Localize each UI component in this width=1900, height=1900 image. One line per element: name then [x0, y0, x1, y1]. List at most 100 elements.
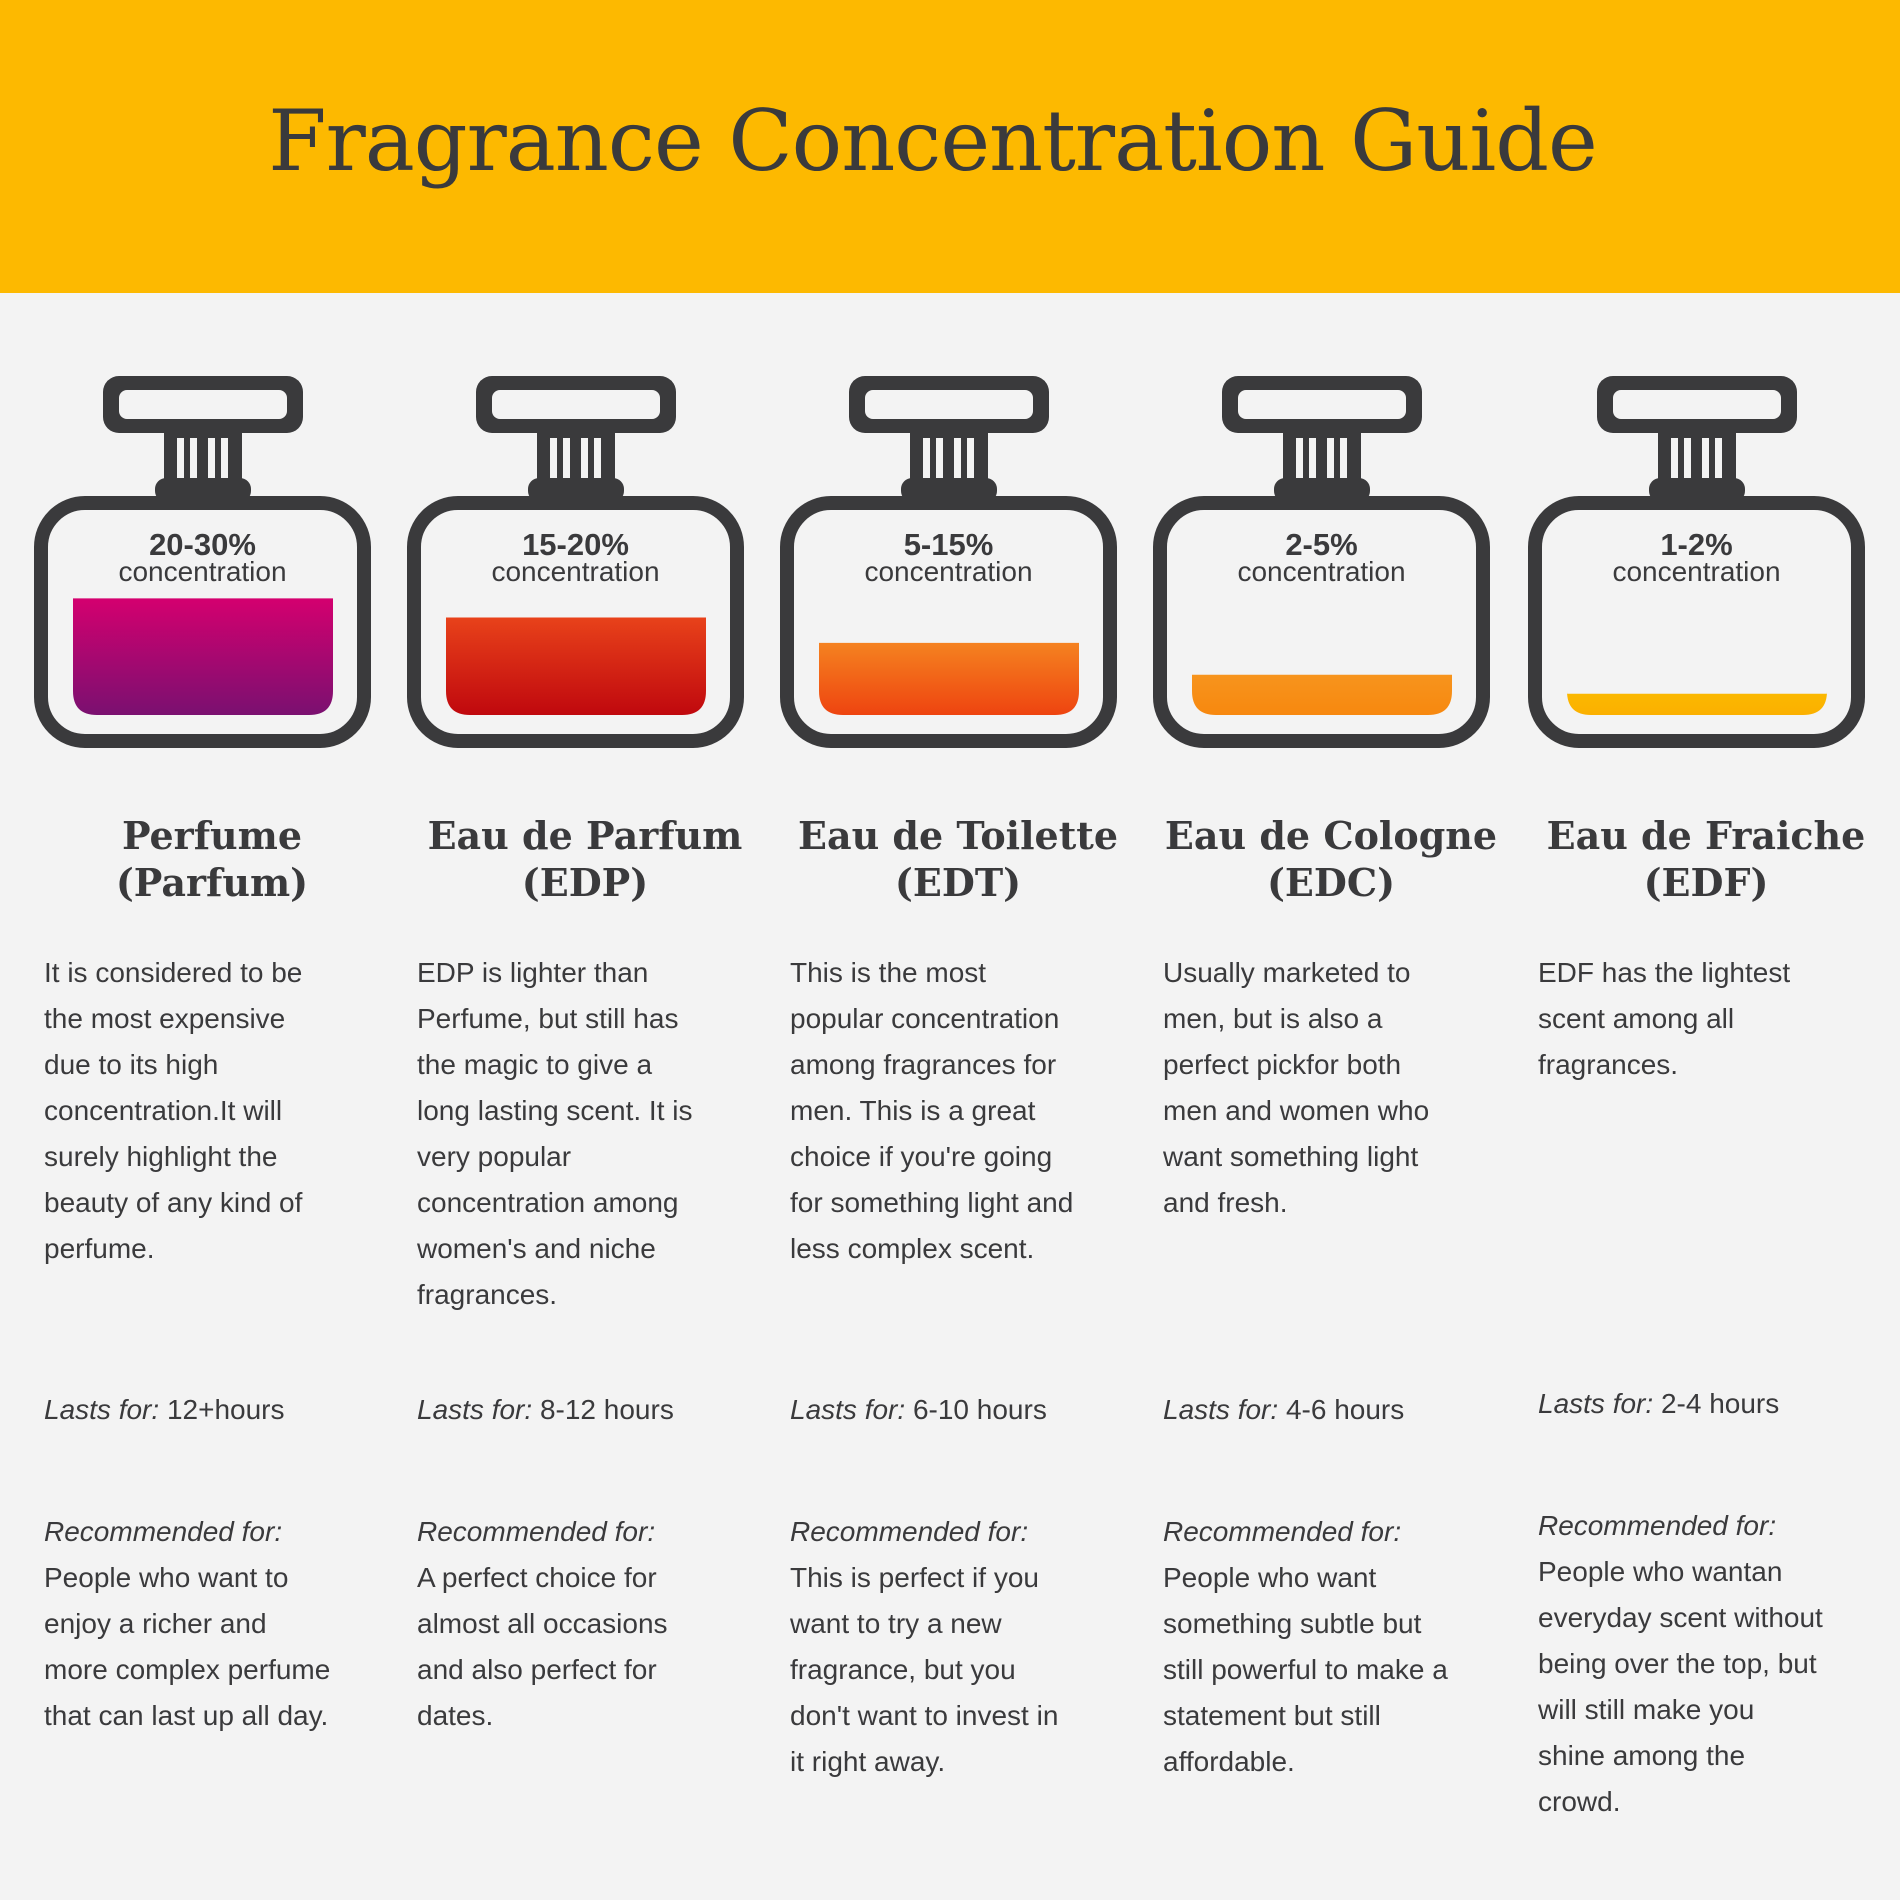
lasts-value: 12+hours: [166, 1394, 285, 1425]
name-abbrev: (Parfum): [115, 860, 309, 905]
recommended-line: and also perfect for: [417, 1654, 657, 1685]
bottle-neck: [164, 431, 242, 486]
lasts-for: Lasts for: 12+hours: [44, 1394, 285, 1426]
recommended-line: it right away.: [790, 1746, 946, 1777]
description: EDP is lighter than Perfume, but still ha…: [417, 950, 692, 1318]
concentration-percent: 20-30%: [149, 527, 256, 562]
description-line: popular concentration: [790, 1003, 1060, 1034]
recommended-line: This is perfect if you: [790, 1562, 1039, 1593]
liquid-fill: [73, 598, 333, 715]
fragrance-name: Eau de Fraiche (EDF): [1494, 812, 1900, 906]
description-line: women's and niche: [417, 1233, 656, 1264]
description-line: perfect pickfor both: [1163, 1049, 1402, 1080]
recommended-line: shine among the: [1538, 1740, 1746, 1771]
lasts-for: Lasts for: 2-4 hours: [1538, 1388, 1779, 1420]
name-abbrev: (EDF): [1643, 860, 1769, 905]
lasts-label: Lasts for:: [790, 1394, 906, 1425]
recommended-line: crowd.: [1538, 1786, 1621, 1817]
description: EDF has the lightest scent among all fragr…: [1538, 950, 1790, 1088]
recommended-line: statement but still: [1163, 1700, 1381, 1731]
description-line: It is considered to be: [44, 957, 303, 988]
description-line: less complex scent.: [790, 1233, 1035, 1264]
concentration-percent: 15-20%: [522, 527, 629, 562]
concentration-label: concentration: [1612, 556, 1781, 587]
recommended-line: that can last up all day.: [44, 1700, 329, 1731]
description-line: concentration among: [417, 1187, 679, 1218]
recommended-line: more complex perfume: [44, 1654, 331, 1685]
description: It is considered to be the most expensive…: [44, 950, 302, 1272]
recommended-line: almost all occasions: [417, 1608, 668, 1639]
concentration-percent: 1-2%: [1660, 527, 1733, 562]
description-line: very popular: [417, 1141, 572, 1172]
fragrance-column: 20-30% concentration Perfume (Parfum) It…: [34, 0, 417, 1900]
recommended-for: Recommended for: People who wantan everyd…: [1538, 1503, 1823, 1825]
description-line: and fresh.: [1163, 1187, 1288, 1218]
name-line: Eau de Parfum: [427, 813, 743, 858]
description-line: men and women who: [1163, 1095, 1430, 1126]
name-line: Perfume: [121, 813, 303, 858]
perfume-bottle-icon: [407, 376, 744, 748]
name-line: Eau de Toilette: [797, 813, 1118, 858]
concentration-label: concentration: [864, 556, 1033, 587]
name-abbrev: (EDC): [1266, 860, 1396, 905]
description-line: scent among all: [1538, 1003, 1735, 1034]
description-line: This is the most: [790, 957, 987, 988]
description-line: perfume.: [44, 1233, 155, 1264]
liquid-fill: [819, 642, 1079, 715]
perfume-bottle-icon: [34, 376, 371, 748]
fragrance-column: 15-20% concentration Eau de Parfum (EDP)…: [407, 0, 790, 1900]
description-line: concentration.It will: [44, 1095, 283, 1126]
recommended-label: Recommended for:: [417, 1516, 656, 1547]
bottle-neck: [1283, 431, 1361, 486]
recommended-label: Recommended for:: [790, 1516, 1029, 1547]
concentration-label: concentration: [118, 556, 287, 587]
bottle-neck: [1658, 431, 1736, 486]
recommended-label: Recommended for:: [1163, 1516, 1402, 1547]
lasts-label: Lasts for:: [417, 1394, 533, 1425]
recommended-line: fragrance, but you: [790, 1654, 1016, 1685]
description-line: for something light and: [790, 1187, 1074, 1218]
liquid-fill: [1567, 691, 1827, 715]
fragrance-name: Eau de Cologne (EDC): [1119, 812, 1543, 906]
recommended-label: Recommended for:: [44, 1516, 283, 1547]
description-line: the magic to give a: [417, 1049, 653, 1080]
description-line: long lasting scent. It is: [417, 1095, 693, 1126]
fragrance-column: 5-15% concentration Eau de Toilette (EDT…: [780, 0, 1163, 1900]
recommended-for: Recommended for: A perfect choice for alm…: [417, 1509, 668, 1739]
recommended-line: enjoy a richer and: [44, 1608, 267, 1639]
recommended-line: something subtle but: [1163, 1608, 1422, 1639]
recommended-line: still powerful to make a: [1163, 1654, 1448, 1685]
name-abbrev: (EDT): [894, 860, 1022, 905]
lasts-value: 2-4 hours: [1660, 1388, 1780, 1419]
lasts-value: 8-12 hours: [539, 1394, 674, 1425]
concentration-label: concentration: [1237, 556, 1406, 587]
fragrance-column: 2-5% concentration Eau de Cologne (EDC) …: [1153, 0, 1536, 1900]
lasts-value: 6-10 hours: [912, 1394, 1047, 1425]
lasts-label: Lasts for:: [1163, 1394, 1279, 1425]
description-line: want something light: [1163, 1141, 1419, 1172]
description-line: among fragrances for: [790, 1049, 1057, 1080]
recommended-line: People who wantan: [1538, 1556, 1783, 1587]
description-line: men, but is also a: [1163, 1003, 1383, 1034]
concentration-percent: 5-15%: [903, 527, 994, 562]
description-line: choice if you're going: [790, 1141, 1053, 1172]
recommended-line: affordable.: [1163, 1746, 1295, 1777]
lasts-for: Lasts for: 4-6 hours: [1163, 1394, 1404, 1426]
fragrance-name: Eau de Toilette (EDT): [746, 812, 1170, 906]
description-line: EDF has the lightest: [1538, 957, 1791, 988]
description-line: Usually marketed to: [1163, 957, 1411, 988]
description-line: due to its high: [44, 1049, 219, 1080]
lasts-for: Lasts for: 6-10 hours: [790, 1394, 1047, 1426]
recommended-line: will still make you: [1538, 1694, 1755, 1725]
lasts-label: Lasts for:: [1538, 1388, 1654, 1419]
liquid-fill: [1192, 674, 1452, 715]
description: This is the most popular concentration amo…: [790, 950, 1073, 1272]
recommended-line: everyday scent without: [1538, 1602, 1823, 1633]
liquid-fill: [446, 617, 706, 715]
lasts-label: Lasts for:: [44, 1394, 160, 1425]
recommended-for: Recommended for: People who want somethin…: [1163, 1509, 1448, 1785]
description-line: Perfume, but still has: [417, 1003, 679, 1034]
description-line: men. This is a great: [790, 1095, 1036, 1126]
lasts-value: 4-6 hours: [1285, 1394, 1405, 1425]
fragrance-name: Eau de Parfum (EDP): [373, 812, 797, 906]
